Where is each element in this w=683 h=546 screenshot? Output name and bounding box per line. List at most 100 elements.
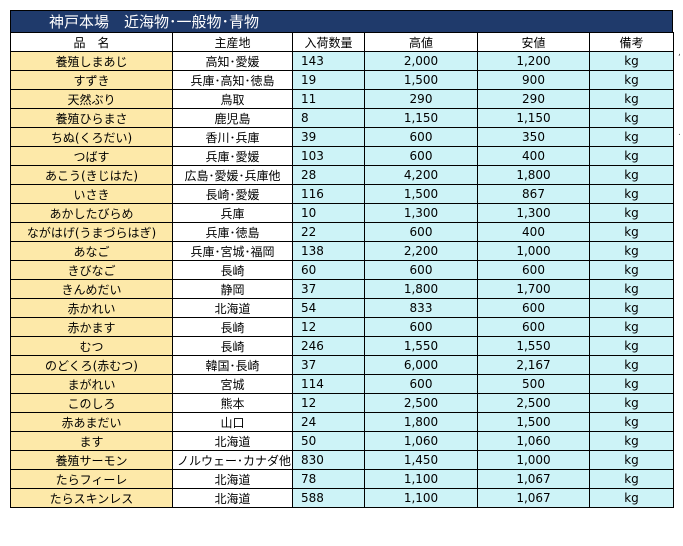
- cell-low-price: 1,550: [477, 336, 590, 356]
- cell-high-price: 4,200: [364, 165, 478, 185]
- cell-remarks: kg: [589, 89, 674, 109]
- cell-quantity: 10: [292, 203, 365, 223]
- cell-origin: 韓国･長崎: [172, 355, 293, 375]
- table-row: たらフィーレ 北海道 78 1,100 1,067 kg: [10, 469, 674, 489]
- cell-origin: 熊本: [172, 393, 293, 413]
- cell-low-price: 867: [477, 184, 590, 204]
- cell-quantity: 11: [292, 89, 365, 109]
- cell-low-price: 600: [477, 260, 590, 280]
- table-row: 赤あまだい 山口 24 1,800 1,500 kg: [10, 412, 674, 432]
- cell-origin: 北海道: [172, 431, 293, 451]
- cell-name: 養殖しまあじ: [10, 51, 173, 71]
- cell-remarks: kg: [589, 298, 674, 318]
- header-row: 品 名 主産地 入荷数量 高値 安値 備考: [10, 32, 674, 52]
- cell-name: 赤あまだい: [10, 412, 173, 432]
- header-name: 品 名: [10, 32, 173, 52]
- market-price-sheet: 神戸本場 近海物･一般物･青物 品 名 主産地 入荷数量 高値 安値 備考 養殖…: [10, 10, 674, 508]
- cell-high-price: 6,000: [364, 355, 478, 375]
- cell-origin: 兵庫: [172, 203, 293, 223]
- cell-remarks: kg: [589, 488, 674, 508]
- cell-remarks: kg: [589, 184, 674, 204]
- cell-name: たらスキンレス: [10, 488, 173, 508]
- cell-quantity: 28: [292, 165, 365, 185]
- table-row: たらスキンレス 北海道 588 1,100 1,067 kg: [10, 488, 674, 508]
- cell-high-price: 1,100: [364, 488, 478, 508]
- table-row: ます 北海道 50 1,060 1,060 kg: [10, 431, 674, 451]
- cell-quantity: 37: [292, 355, 365, 375]
- cell-quantity: 138: [292, 241, 365, 261]
- cell-high-price: 1,800: [364, 279, 478, 299]
- cell-remarks: kg: [589, 279, 674, 299]
- cell-high-price: 1,500: [364, 184, 478, 204]
- cell-quantity: 8: [292, 108, 365, 128]
- cell-name: ながはげ(うまづらはぎ): [10, 222, 173, 242]
- cell-origin: 北海道: [172, 488, 293, 508]
- cell-origin: 宮城: [172, 374, 293, 394]
- table-row: あこう(きじはた) 広島･愛媛･兵庫他 28 4,200 1,800 kg: [10, 165, 674, 185]
- cell-remarks: kg: [589, 317, 674, 337]
- cell-remarks: kg: [589, 393, 674, 413]
- cell-remarks: kg: [589, 374, 674, 394]
- table-row: 赤かれい 北海道 54 833 600 kg: [10, 298, 674, 318]
- cell-quantity: 103: [292, 146, 365, 166]
- table-row: つばす 兵庫･愛媛 103 600 400 kg: [10, 146, 674, 166]
- cell-name: ちぬ(くろだい): [10, 127, 173, 147]
- sheet-title: 神戸本場 近海物･一般物･青物: [10, 10, 673, 32]
- cell-remarks: kg: [589, 108, 674, 128]
- cell-high-price: 600: [364, 374, 478, 394]
- cell-name: むつ: [10, 336, 173, 356]
- edge-mark: .: [678, 128, 681, 138]
- cell-low-price: 1,150: [477, 108, 590, 128]
- cell-quantity: 60: [292, 260, 365, 280]
- cell-remarks: kg: [589, 51, 674, 71]
- header-quantity: 入荷数量: [292, 32, 365, 52]
- cell-high-price: 290: [364, 89, 478, 109]
- cell-quantity: 39: [292, 127, 365, 147]
- cell-quantity: 116: [292, 184, 365, 204]
- table-row: あなご 兵庫･宮城･福岡 138 2,200 1,000 kg: [10, 241, 674, 261]
- cell-name: つばす: [10, 146, 173, 166]
- cell-remarks: kg: [589, 70, 674, 90]
- cell-remarks: kg: [589, 469, 674, 489]
- cell-name: あなご: [10, 241, 173, 261]
- cell-remarks: kg: [589, 412, 674, 432]
- cell-low-price: 400: [477, 146, 590, 166]
- table-row: 養殖しまあじ 高知･愛媛 143 2,000 1,200 kg: [10, 51, 674, 71]
- cell-quantity: 246: [292, 336, 365, 356]
- cell-name: 赤かれい: [10, 298, 173, 318]
- cell-origin: 静岡: [172, 279, 293, 299]
- cell-low-price: 290: [477, 89, 590, 109]
- cell-origin: 北海道: [172, 298, 293, 318]
- cell-name: きんめだい: [10, 279, 173, 299]
- cell-high-price: 1,060: [364, 431, 478, 451]
- cell-low-price: 1,067: [477, 488, 590, 508]
- cell-high-price: 1,500: [364, 70, 478, 90]
- cell-high-price: 600: [364, 222, 478, 242]
- cell-high-price: 600: [364, 317, 478, 337]
- cell-name: このしろ: [10, 393, 173, 413]
- edge-mark: ,: [678, 48, 681, 58]
- cell-origin: 広島･愛媛･兵庫他: [172, 165, 293, 185]
- cell-low-price: 2,167: [477, 355, 590, 375]
- cell-remarks: kg: [589, 127, 674, 147]
- cell-quantity: 24: [292, 412, 365, 432]
- cell-high-price: 1,150: [364, 108, 478, 128]
- cell-high-price: 1,450: [364, 450, 478, 470]
- cell-name: いさき: [10, 184, 173, 204]
- cell-quantity: 12: [292, 393, 365, 413]
- cell-high-price: 833: [364, 298, 478, 318]
- cell-quantity: 830: [292, 450, 365, 470]
- cell-name: たらフィーレ: [10, 469, 173, 489]
- cell-remarks: kg: [589, 431, 674, 451]
- header-origin: 主産地: [172, 32, 293, 52]
- table-row: ちぬ(くろだい) 香川･兵庫 39 600 350 kg: [10, 127, 674, 147]
- cell-name: すずき: [10, 70, 173, 90]
- cell-origin: 兵庫･高知･徳島: [172, 70, 293, 90]
- cell-high-price: 1,100: [364, 469, 478, 489]
- table-row: 赤かます 長崎 12 600 600 kg: [10, 317, 674, 337]
- cell-low-price: 1,300: [477, 203, 590, 223]
- cell-high-price: 1,800: [364, 412, 478, 432]
- cell-quantity: 19: [292, 70, 365, 90]
- cell-origin: 香川･兵庫: [172, 127, 293, 147]
- cell-remarks: kg: [589, 241, 674, 261]
